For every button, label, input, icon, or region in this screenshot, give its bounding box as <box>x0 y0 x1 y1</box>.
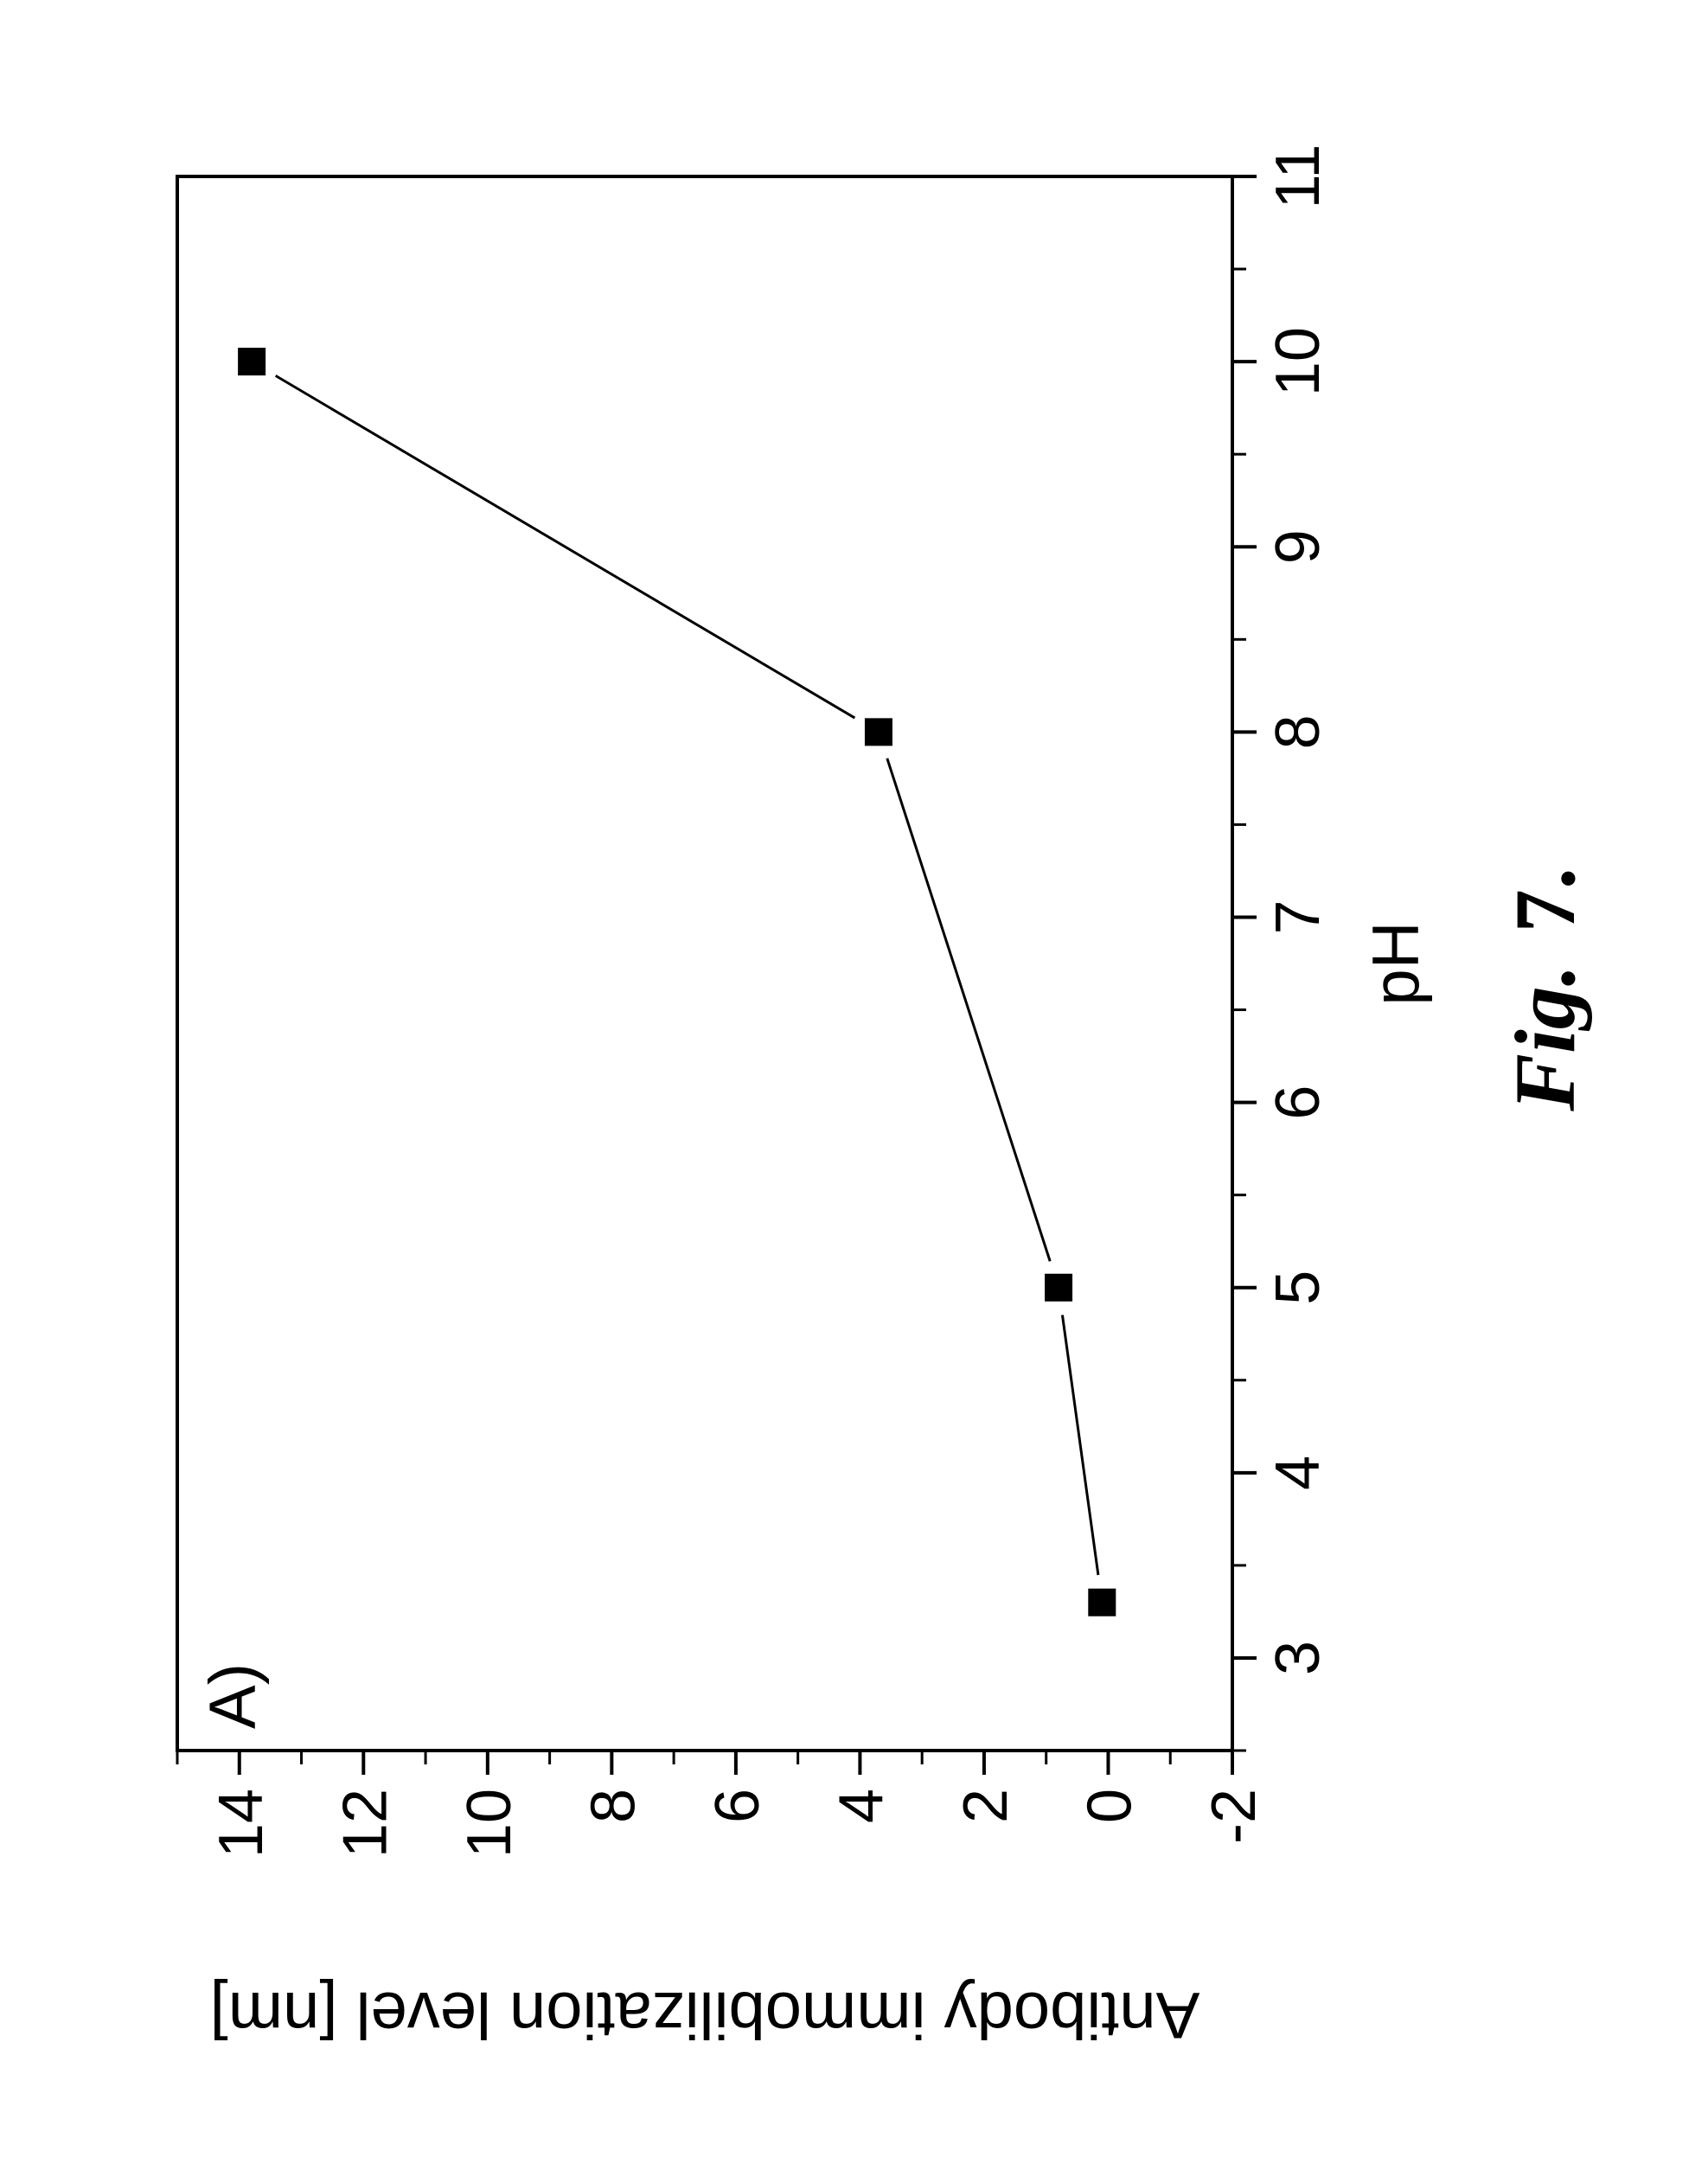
y-tick-label: 14 <box>207 1789 276 1858</box>
y-tick-label: 6 <box>703 1789 772 1823</box>
x-tick-label: 8 <box>1263 714 1333 749</box>
series-points <box>238 348 1116 1616</box>
y-axis-ticks: -2 0 2 4 6 8 10 12 14 <box>177 1751 1269 1858</box>
y-tick-label: 4 <box>827 1789 896 1823</box>
x-tick-label: 4 <box>1263 1456 1333 1490</box>
data-point <box>1088 1589 1116 1616</box>
figure-caption-label: Fig. <box>1497 964 1593 1111</box>
x-tick-label: 9 <box>1263 529 1333 564</box>
x-tick-label: 11 <box>1263 144 1333 209</box>
data-point <box>865 718 892 746</box>
y-tick-label: -2 <box>1199 1789 1269 1844</box>
y-tick-label: 8 <box>579 1789 648 1823</box>
data-point <box>1045 1274 1072 1302</box>
x-tick-label: 5 <box>1263 1271 1333 1305</box>
plot-root: 3 4 5 6 7 8 9 10 11 -2 0 2 4 6 8 10 12 14 A) pH Antibody… <box>177 144 1593 2052</box>
x-tick-label: 3 <box>1263 1641 1333 1675</box>
data-point <box>238 348 265 375</box>
y-tick-label: 0 <box>1075 1789 1144 1823</box>
x-tick-label: 10 <box>1263 327 1333 396</box>
y-axis-label: Antibody immobilization level [nm] <box>210 1978 1200 2052</box>
series-line-segment <box>1062 1315 1097 1575</box>
panel-label: A) <box>196 1663 270 1729</box>
y-tick-label: 10 <box>455 1789 524 1858</box>
series-lines <box>276 375 1098 1575</box>
series-line-segment <box>887 759 1050 1261</box>
y-tick-label: 2 <box>951 1789 1020 1823</box>
figure-caption: Fig. 7. <box>1497 867 1593 1111</box>
x-tick-label: 6 <box>1263 1085 1333 1120</box>
series-line-segment <box>276 375 855 718</box>
x-tick-label: 7 <box>1263 899 1333 934</box>
x-axis-ticks: 3 4 5 6 7 8 9 10 11 <box>1232 144 1333 1751</box>
x-axis-label: pH <box>1359 921 1433 1005</box>
y-tick-label: 12 <box>330 1789 400 1858</box>
figure-caption-number: 7. <box>1497 867 1593 932</box>
